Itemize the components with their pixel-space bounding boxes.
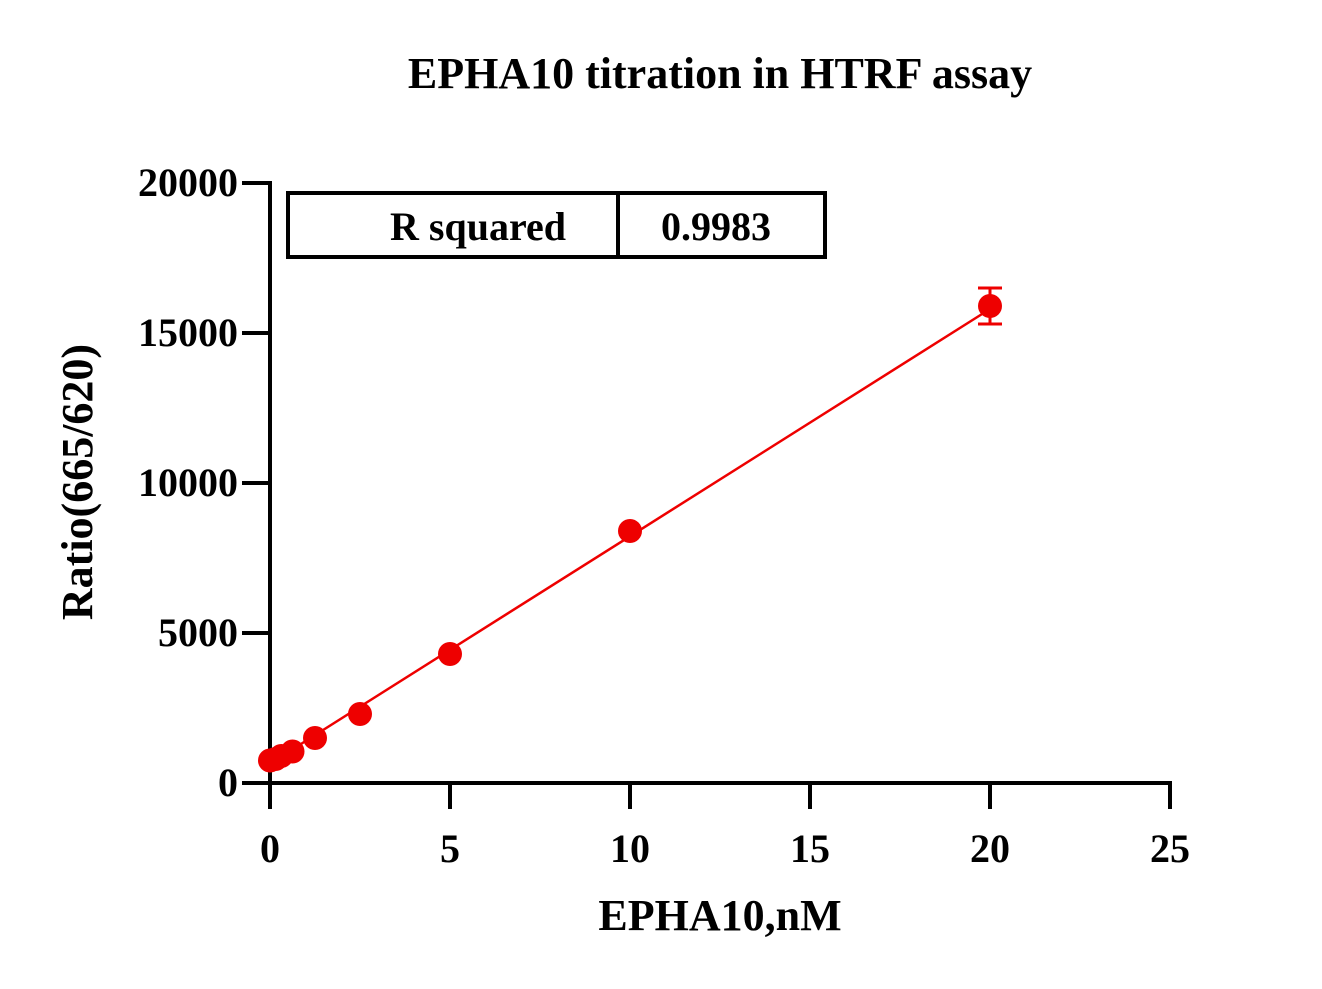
- r-squared-value: 0.9983: [661, 204, 771, 249]
- data-point: [303, 726, 327, 750]
- chart-title: EPHA10 titration in HTRF assay: [408, 49, 1032, 98]
- y-tick-label: 15000: [138, 310, 238, 355]
- y-tick-label: 20000: [138, 160, 238, 205]
- y-axis-label: Ratio(665/620): [53, 344, 102, 620]
- plot-area: 0 5000 10000 15000 20000 0 5 10 15 20 25: [138, 160, 1190, 871]
- x-tick-label: 25: [1150, 826, 1190, 871]
- y-tick-label: 0: [218, 760, 238, 805]
- x-tick-label: 10: [610, 826, 650, 871]
- r-squared-table: R squared 0.9983: [286, 191, 827, 259]
- data-point: [438, 642, 462, 666]
- y-tick-label: 10000: [138, 460, 238, 505]
- x-tick-label: 0: [260, 826, 280, 871]
- data-point: [978, 294, 1002, 318]
- x-tick-label: 20: [970, 826, 1010, 871]
- data-point: [618, 519, 642, 543]
- x-axis-label: EPHA10,nM: [598, 891, 841, 940]
- r-squared-label: R squared: [390, 204, 566, 249]
- data-point: [280, 739, 305, 764]
- y-tick-label: 5000: [158, 610, 238, 655]
- x-tick-label: 5: [440, 826, 460, 871]
- data-point: [348, 702, 372, 726]
- r-squared-table-border: [286, 191, 827, 259]
- x-tick-label: 15: [790, 826, 830, 871]
